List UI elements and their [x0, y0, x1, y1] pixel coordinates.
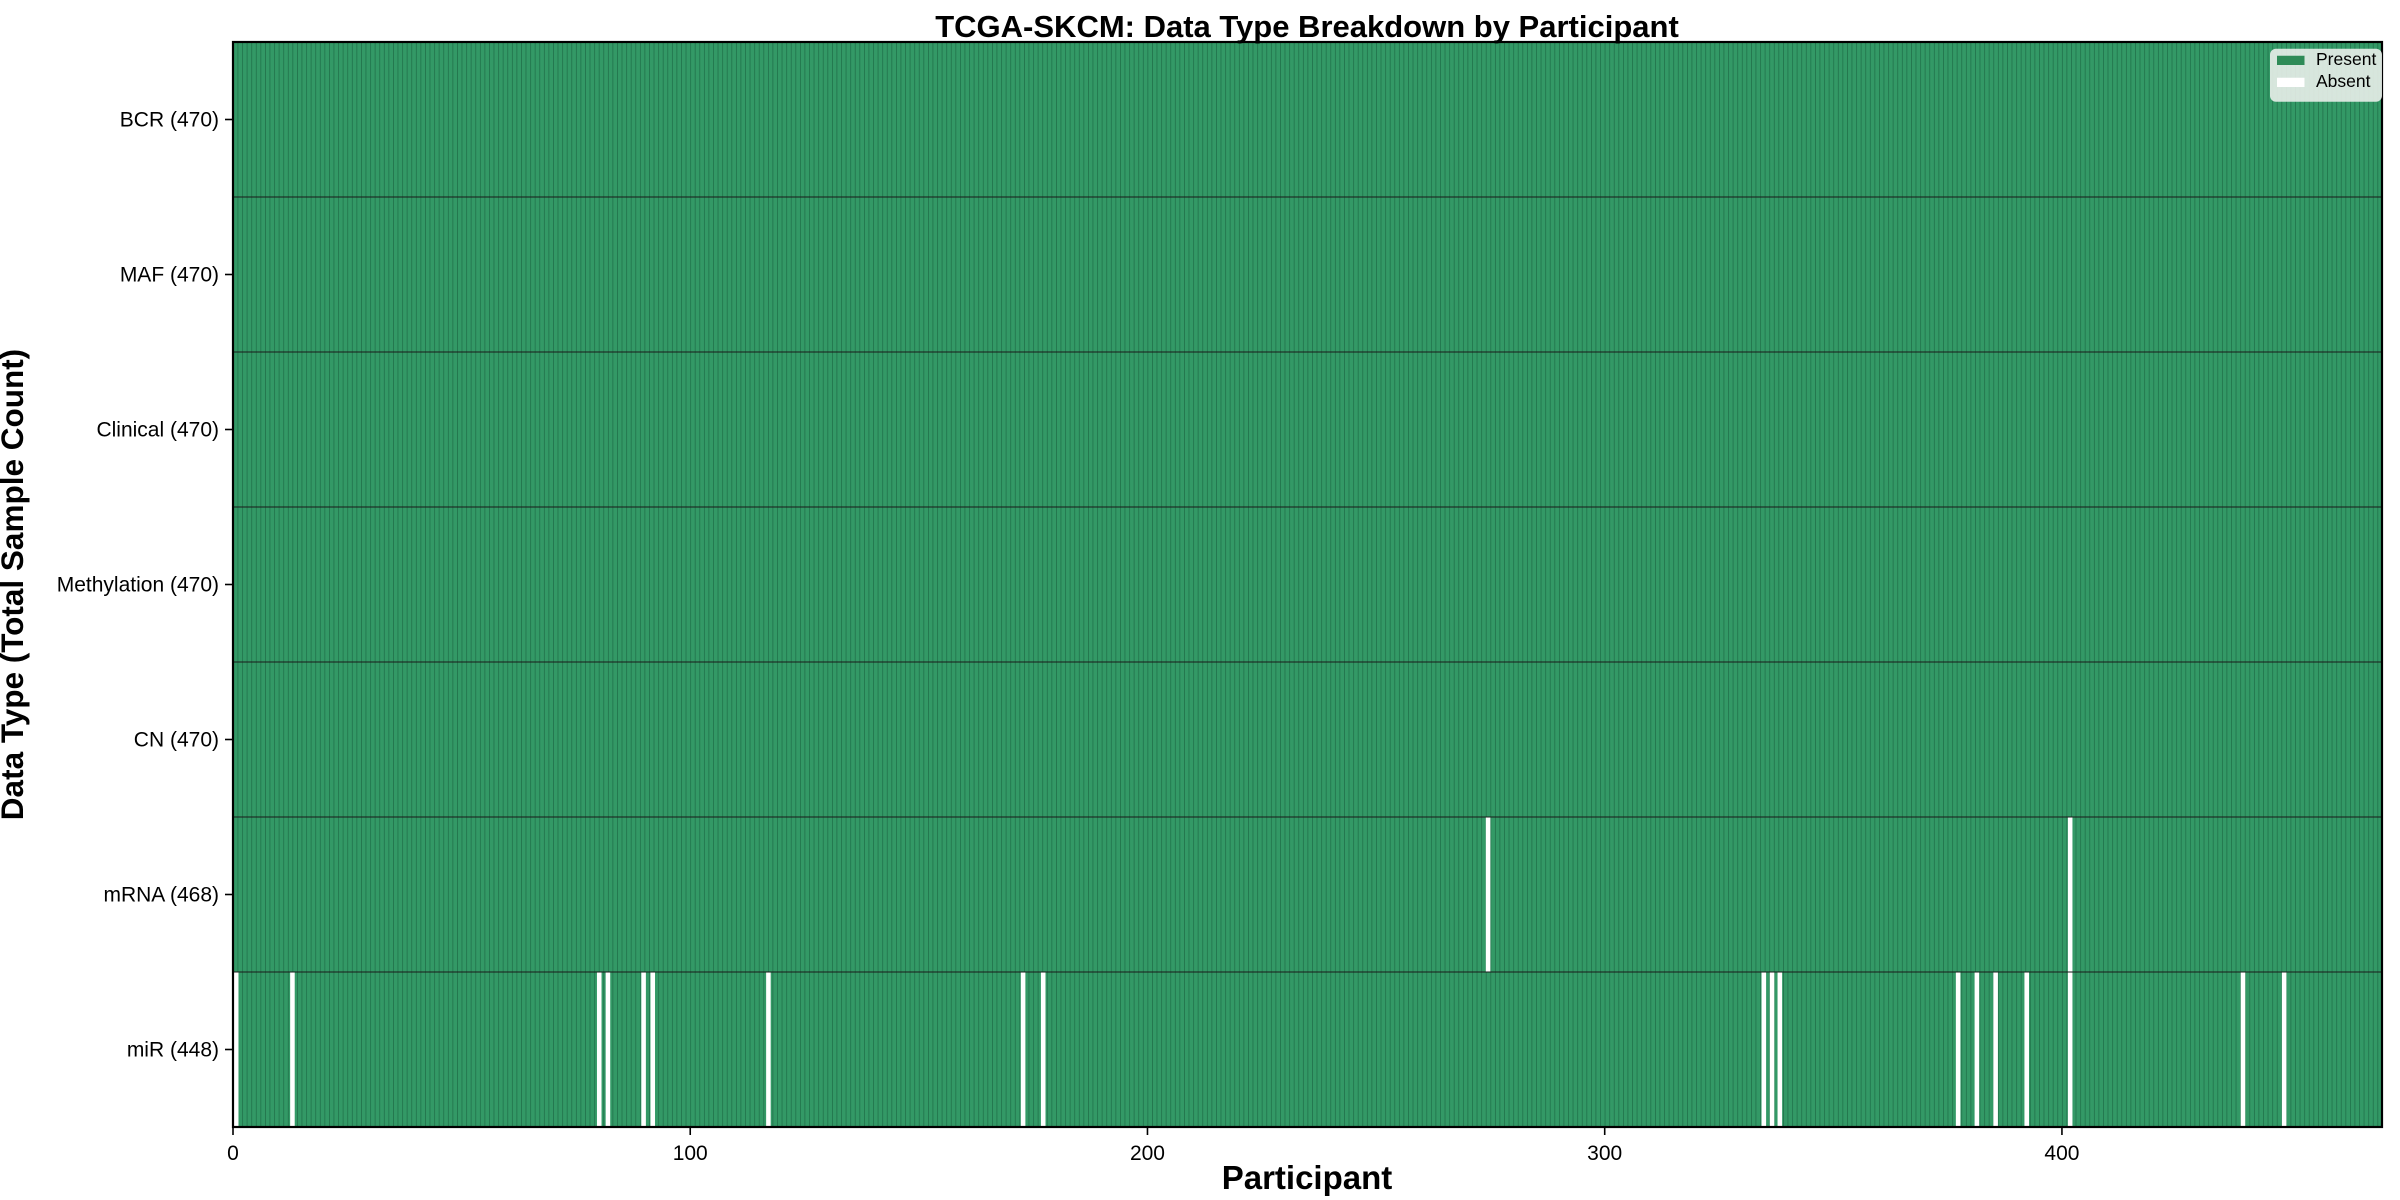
svg-text:Absent: Absent: [2316, 71, 2371, 91]
svg-text:0: 0: [227, 1142, 239, 1165]
svg-text:mRNA (468): mRNA (468): [103, 884, 219, 907]
svg-text:miR (448): miR (448): [127, 1039, 219, 1062]
svg-text:Present: Present: [2316, 49, 2376, 69]
svg-text:MAF (470): MAF (470): [120, 264, 219, 287]
svg-text:CN (470): CN (470): [134, 729, 219, 752]
svg-text:TCGA-SKCM: Data Type Breakdown: TCGA-SKCM: Data Type Breakdown by Partic…: [935, 9, 1679, 44]
svg-text:300: 300: [1587, 1142, 1622, 1165]
svg-text:100: 100: [673, 1142, 708, 1165]
svg-text:Clinical (470): Clinical (470): [96, 419, 219, 442]
svg-text:Data Type (Total Sample Count): Data Type (Total Sample Count): [0, 349, 30, 820]
svg-text:Participant: Participant: [1222, 1159, 1393, 1196]
svg-text:400: 400: [2044, 1142, 2079, 1165]
svg-text:Methylation (470): Methylation (470): [57, 574, 219, 597]
svg-text:BCR (470): BCR (470): [120, 109, 219, 132]
svg-text:200: 200: [1130, 1142, 1165, 1165]
